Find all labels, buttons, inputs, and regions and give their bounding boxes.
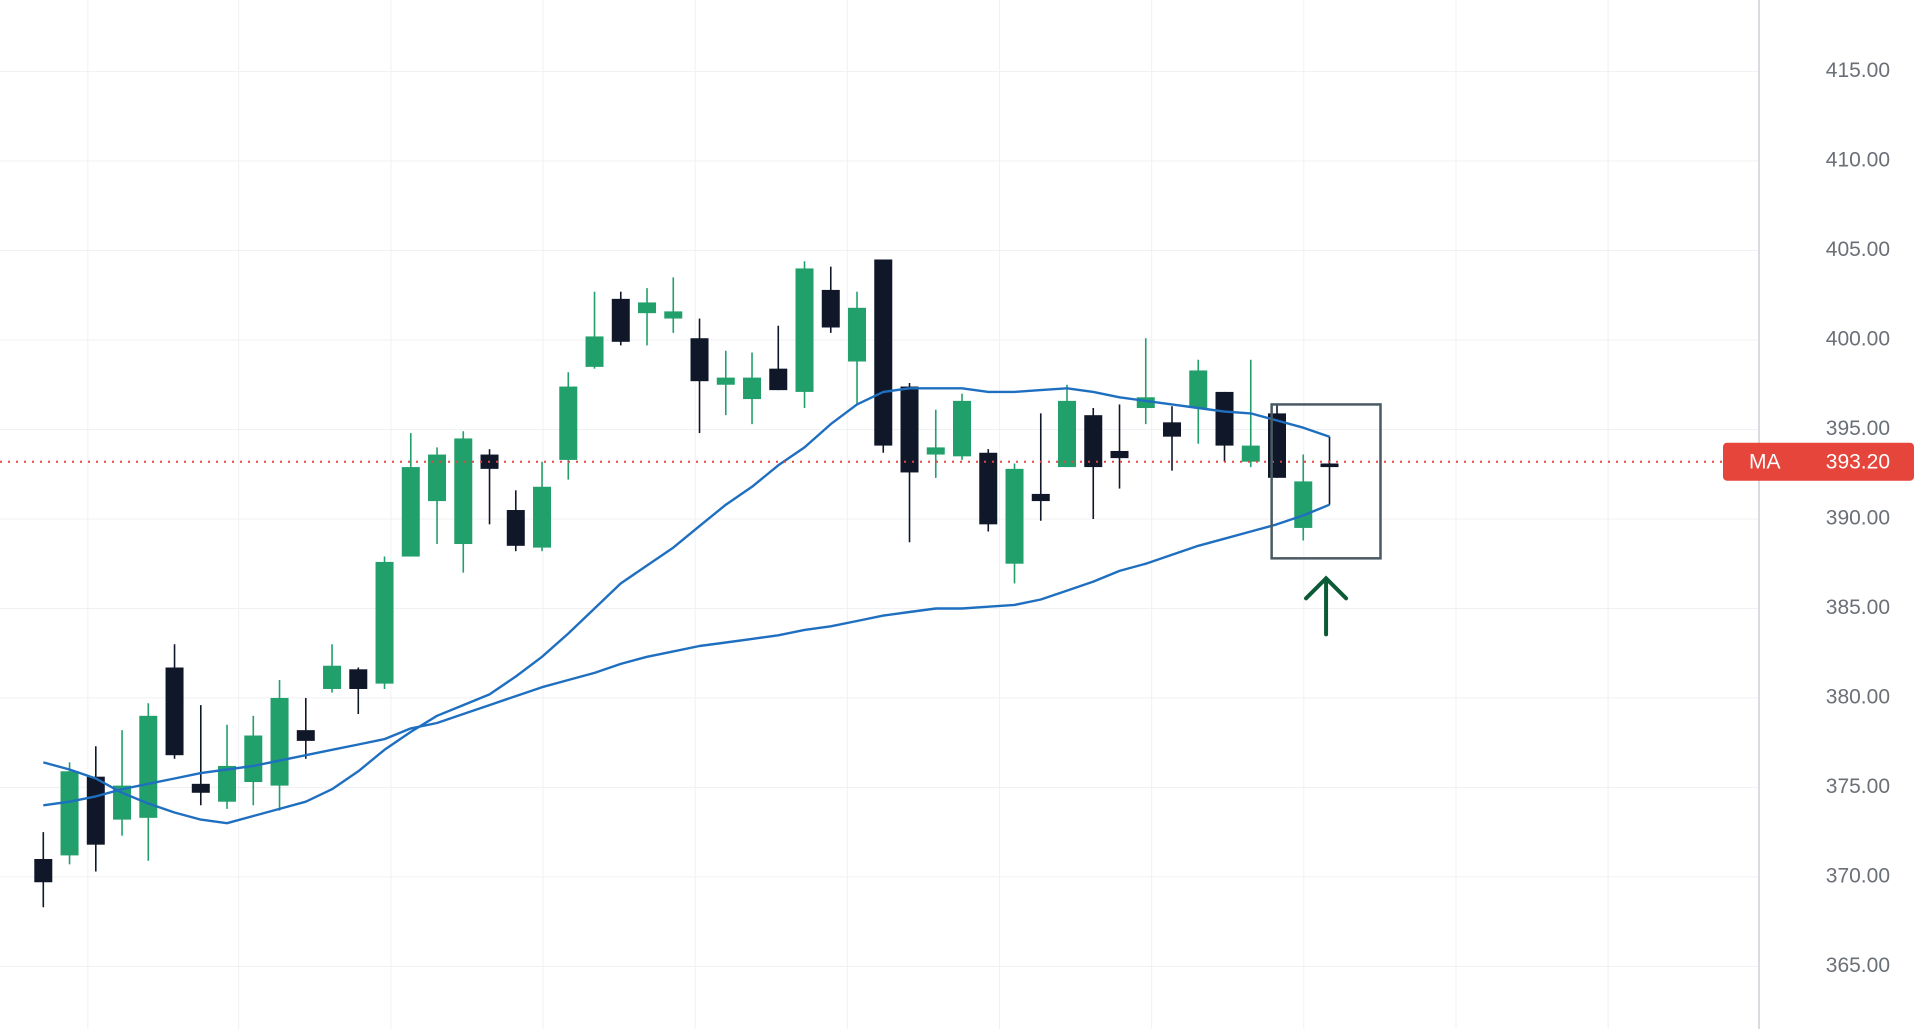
candle-body bbox=[191, 783, 210, 793]
candle-body bbox=[1320, 463, 1339, 468]
candle-body bbox=[218, 765, 237, 802]
y-tick-label: 380.00 bbox=[1826, 685, 1890, 708]
y-tick-label: 390.00 bbox=[1826, 507, 1890, 530]
candle-body bbox=[533, 486, 552, 548]
candle-body bbox=[1084, 415, 1103, 468]
candle-body bbox=[926, 447, 945, 455]
candle-body bbox=[900, 386, 919, 473]
candle-body bbox=[1215, 391, 1234, 446]
candle-body bbox=[585, 336, 604, 367]
candle-body bbox=[139, 715, 158, 818]
candle-body bbox=[953, 400, 972, 457]
moving-average-line bbox=[43, 503, 1330, 807]
candle-body bbox=[795, 268, 814, 392]
candle-body bbox=[716, 377, 735, 385]
candle-body bbox=[874, 259, 893, 446]
y-tick-label: 410.00 bbox=[1826, 149, 1890, 172]
candle-body bbox=[401, 467, 420, 557]
candle-body bbox=[86, 776, 105, 845]
candle-body bbox=[611, 298, 630, 342]
y-tick-label: 415.00 bbox=[1826, 59, 1890, 82]
candle-body bbox=[559, 386, 578, 460]
candle-body bbox=[1058, 400, 1077, 468]
arrow bbox=[1304, 575, 1349, 637]
moving-average-line bbox=[42, 387, 1330, 825]
highlight-box bbox=[1270, 403, 1382, 560]
price-label-value: 393.20 bbox=[1826, 450, 1890, 473]
y-tick-label: 395.00 bbox=[1826, 417, 1890, 440]
candle-body bbox=[1110, 450, 1129, 459]
y-tick-label: 400.00 bbox=[1826, 328, 1890, 351]
candle-body bbox=[1189, 370, 1208, 409]
candle-body bbox=[454, 438, 473, 545]
candle-body bbox=[165, 667, 184, 756]
candle-body bbox=[848, 307, 867, 362]
candle-body bbox=[1241, 445, 1260, 462]
candle-body bbox=[349, 669, 368, 689]
candle-body bbox=[690, 338, 709, 382]
candle-body bbox=[270, 697, 289, 786]
candle-body bbox=[821, 289, 840, 328]
y-tick-label: 405.00 bbox=[1826, 238, 1890, 261]
y-tick-label: 365.00 bbox=[1826, 954, 1890, 977]
candle-body bbox=[743, 377, 762, 400]
candle-body bbox=[1136, 397, 1155, 409]
candle-body bbox=[1294, 481, 1313, 528]
y-tick-label: 385.00 bbox=[1826, 596, 1890, 619]
candle-body bbox=[60, 771, 79, 856]
candle-body bbox=[664, 311, 683, 319]
candle-body bbox=[428, 454, 447, 502]
candle-body bbox=[244, 735, 263, 783]
candle-body bbox=[1005, 468, 1024, 564]
candle-body bbox=[638, 302, 657, 314]
candle-body bbox=[34, 858, 53, 883]
y-tick-label: 370.00 bbox=[1826, 864, 1890, 887]
y-tick-label: 375.00 bbox=[1826, 775, 1890, 798]
candle-body bbox=[323, 665, 342, 689]
candle-body bbox=[1163, 422, 1182, 437]
price-label-box bbox=[1723, 442, 1914, 481]
candle-body bbox=[296, 730, 315, 741]
candle-body bbox=[979, 452, 998, 525]
price-label-name: MA bbox=[1749, 450, 1781, 473]
candle-body bbox=[506, 510, 525, 546]
candle-body bbox=[375, 561, 394, 684]
candle-body bbox=[1031, 493, 1050, 502]
candle-body bbox=[769, 368, 788, 391]
